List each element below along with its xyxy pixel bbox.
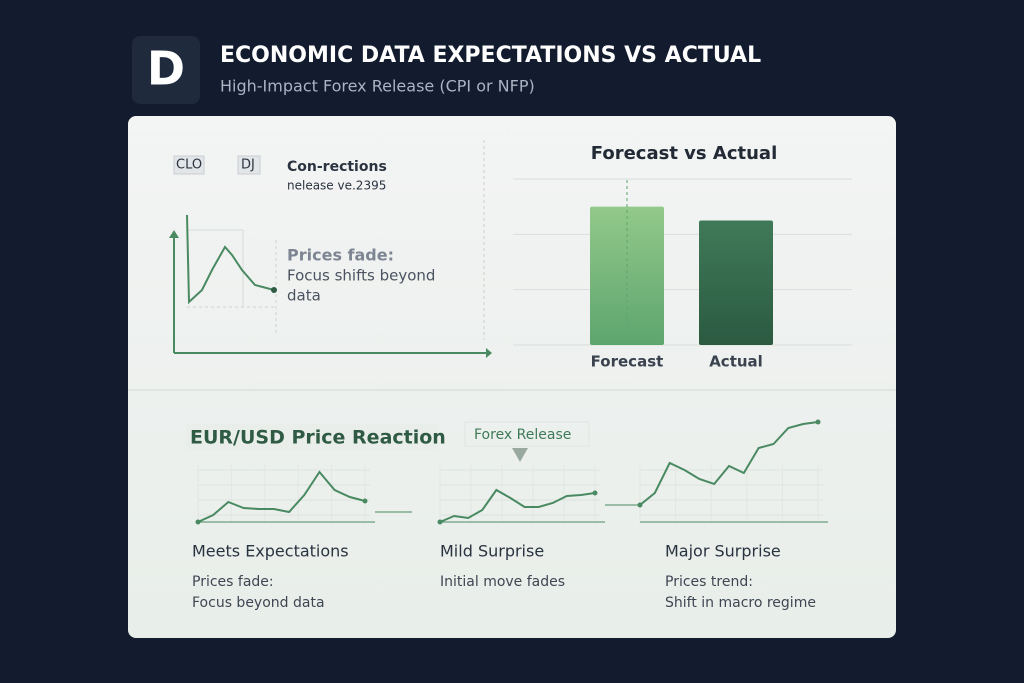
bar [699,220,773,345]
scenario-title: Major Surprise [665,542,781,561]
scenario-line: Focus beyond data [192,595,325,611]
sparkline-dot [592,490,598,496]
panel-subheading: nelease ve.2395 [287,179,386,193]
sparkline [639,421,819,506]
panel-heading: Con-rections [287,159,387,175]
category-label: Actual [709,353,763,371]
sparkline [197,470,366,523]
scenario-line: Prices fade: [192,574,274,590]
curve-end [271,287,277,293]
page-title: ECONOMIC DATA EXPECTATIONS VS ACTUAL [220,43,761,68]
tag: CLO [176,158,202,173]
category-label: Forecast [591,353,664,371]
logo-box [132,36,200,104]
tag-box [237,155,261,175]
sparkline-dot [815,419,821,425]
note-title: Prices fade: [287,246,394,265]
tag: DJ [241,158,255,173]
sparkline-dot [637,502,643,508]
scenario-line: Initial move fades [440,574,565,590]
logo-letter: D [147,42,185,96]
note-line: Focus shifts beyond [287,267,435,285]
tag-box [173,155,205,175]
axis-arrow [169,230,179,238]
sparkline-dot [362,498,368,504]
chart-title: Forecast vs Actual [591,143,777,164]
release-label: Forex Release [474,427,571,443]
page-subtitle: High-Impact Forex Release (CPI or NFP) [220,77,535,96]
note-line: data [287,287,321,305]
scenario-title: Meets Expectations [192,542,349,561]
axis-arrow [486,348,492,358]
price-curve [186,214,275,305]
sparkline-dot [437,519,443,525]
sparkline-dot [195,519,201,525]
scenario-line: Prices trend: [665,574,753,590]
scenario-title: Mild Surprise [440,542,544,561]
release-box [464,421,590,447]
bar [590,206,664,345]
release-pointer [512,448,528,462]
scenario-line: Shift in macro regime [665,595,816,611]
section-title: EUR/USD Price Reaction [190,427,446,449]
sparkline [439,488,596,523]
title-bg [186,424,438,450]
